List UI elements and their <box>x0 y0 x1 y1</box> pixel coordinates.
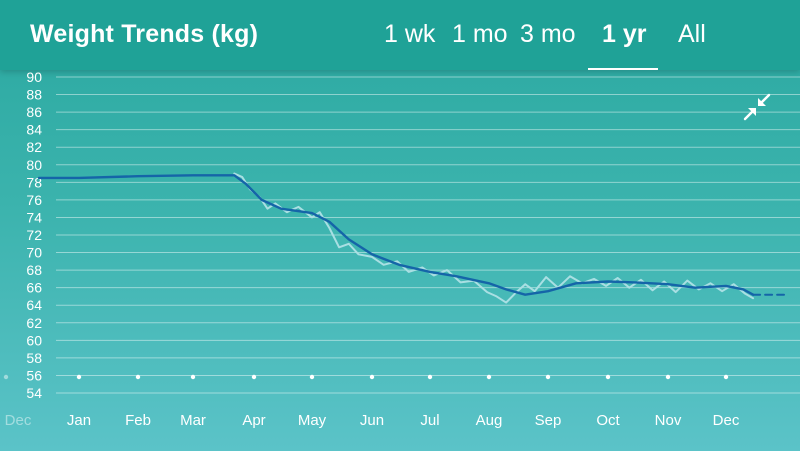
y-tick-label: 54 <box>26 385 42 401</box>
x-tick-label: Jun <box>360 412 384 429</box>
header-bar: Weight Trends (kg) 1 wk 1 mo 3 mo 1 yr A… <box>0 0 800 70</box>
y-tick-label: 86 <box>26 104 42 120</box>
x-tick-dot <box>76 374 82 380</box>
x-tick-label: Jul <box>420 412 439 429</box>
y-tick-label: 82 <box>26 139 42 155</box>
raw-weight-line <box>233 172 755 304</box>
y-tick-label: 68 <box>26 262 42 278</box>
y-tick-label: 64 <box>26 297 42 313</box>
x-tick-dot <box>309 374 315 380</box>
tab-3-months[interactable]: 3 mo <box>520 20 576 48</box>
y-tick-label: 88 <box>26 87 42 103</box>
chart-series <box>37 172 785 304</box>
x-tick-label: Sep <box>535 412 562 429</box>
x-tick-dot <box>605 374 611 380</box>
x-tick-dot <box>723 374 729 380</box>
x-tick-dot <box>545 374 551 380</box>
y-tick-label: 70 <box>26 245 42 261</box>
tab-1-year[interactable]: 1 yr <box>602 20 647 48</box>
x-tick-dot <box>427 374 433 380</box>
collapse-arrows-icon[interactable] <box>742 92 772 122</box>
y-tick-label: 56 <box>26 367 42 383</box>
y-tick-label: 62 <box>26 315 42 331</box>
x-tick-label: May <box>298 412 327 429</box>
x-tick-dot <box>369 374 375 380</box>
y-tick-label: 66 <box>26 280 42 296</box>
x-axis-ticks: Dec Jan Feb Mar Apr May Jun Jul Aug Sep Oct Nov Dec <box>3 374 740 429</box>
x-tick-label: Nov <box>655 412 682 429</box>
y-tick-label: 90 <box>26 69 42 85</box>
x-tick-label: Dec <box>713 412 740 429</box>
x-tick-label: Jan <box>67 412 91 429</box>
y-tick-label: 80 <box>26 157 42 173</box>
tab-all[interactable]: All <box>678 20 706 48</box>
x-tick-dot <box>3 374 9 380</box>
x-tick-label: Apr <box>242 412 265 429</box>
x-tick-label: Feb <box>125 412 151 429</box>
x-tick-label: Oct <box>596 412 620 429</box>
trend-weight-line <box>37 174 755 296</box>
x-tick-label: Mar <box>180 412 206 429</box>
y-tick-label: 72 <box>26 227 42 243</box>
active-tab-indicator <box>588 68 658 70</box>
tab-1-month[interactable]: 1 mo <box>452 20 508 48</box>
x-tick-dot <box>665 374 671 380</box>
chart-title: Weight Trends (kg) <box>30 20 259 48</box>
x-tick-dot <box>486 374 492 380</box>
x-tick-dot <box>251 374 257 380</box>
tab-1-week[interactable]: 1 wk <box>384 20 436 48</box>
y-tick-label: 84 <box>26 122 42 138</box>
y-tick-label: 60 <box>26 332 42 348</box>
x-tick-label: Aug <box>476 412 503 429</box>
x-tick-dot <box>190 374 196 380</box>
y-tick-label: 58 <box>26 350 42 366</box>
y-tick-label: 76 <box>26 192 42 208</box>
y-tick-label: 74 <box>26 209 42 225</box>
range-tabs: 1 wk 1 mo 3 mo 1 yr All <box>0 20 800 70</box>
x-tick-dot <box>135 374 141 380</box>
grid-lines <box>56 76 800 394</box>
x-tick-label: Dec <box>5 412 32 429</box>
